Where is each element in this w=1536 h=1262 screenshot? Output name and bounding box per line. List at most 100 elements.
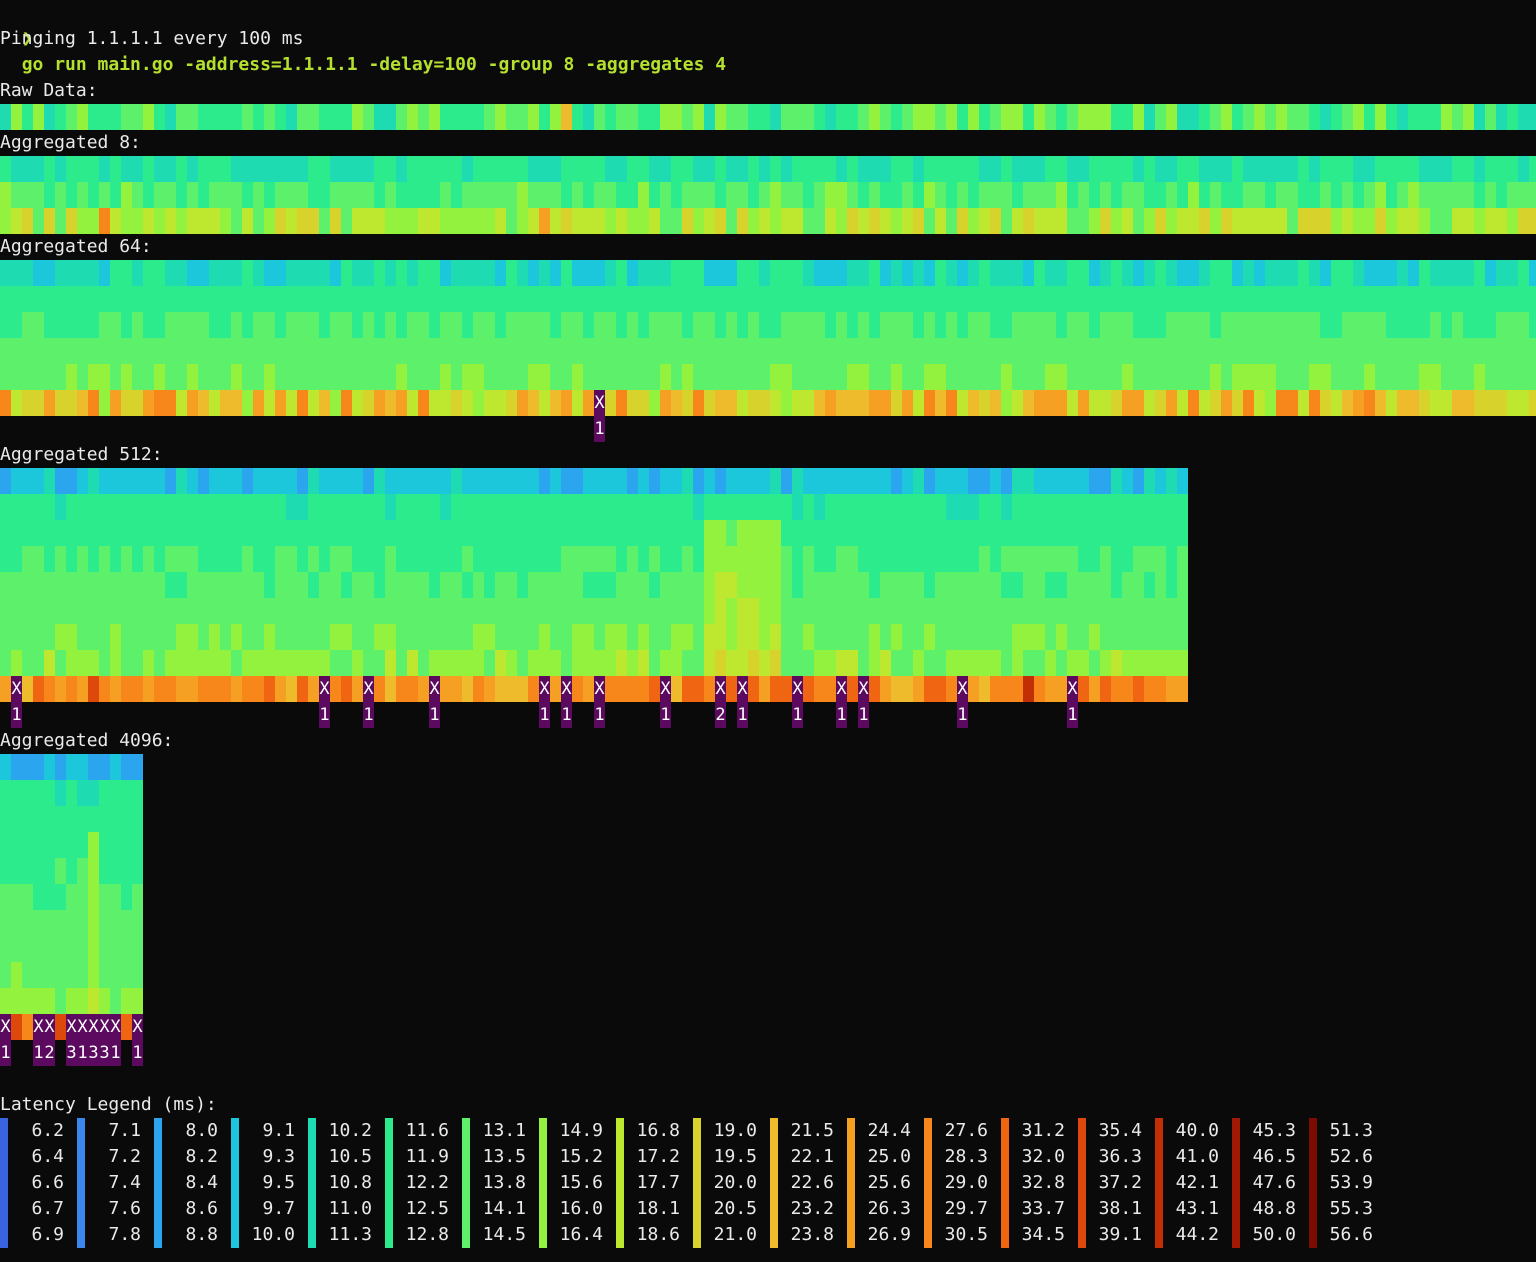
heatmap-cell <box>979 520 990 546</box>
heatmap-cell <box>1265 286 1276 312</box>
heatmap-cell <box>308 572 319 598</box>
heatmap-cell <box>462 624 473 650</box>
heatmap-cell <box>616 312 627 338</box>
heatmap-cell <box>1221 312 1232 338</box>
heatmap-cell <box>924 208 935 234</box>
heatmap-cell <box>1496 208 1507 234</box>
heatmap-cell <box>1287 104 1298 130</box>
heatmap-cell <box>33 624 44 650</box>
heatmap-cell <box>220 572 231 598</box>
section-label: Aggregated 512: <box>0 444 163 465</box>
heatmap-cell <box>550 208 561 234</box>
heatmap-cell <box>33 780 44 806</box>
heatmap-cell <box>11 338 22 364</box>
heatmap-cell <box>770 676 781 702</box>
heatmap-cell <box>187 364 198 390</box>
heatmap-cell <box>1177 104 1188 130</box>
heatmap-cell <box>1001 676 1012 702</box>
heatmap-cell <box>253 260 264 286</box>
heatmap-row <box>0 546 1188 572</box>
heatmap-cell <box>638 364 649 390</box>
heatmap-cell <box>187 572 198 598</box>
heatmap-cell <box>880 156 891 182</box>
heatmap-cell <box>1474 208 1485 234</box>
heatmap-cell <box>275 520 286 546</box>
heatmap-cell <box>781 494 792 520</box>
heatmap-cell <box>66 884 77 910</box>
heatmap-cell <box>209 598 220 624</box>
heatmap-cell <box>792 104 803 130</box>
heatmap-cell <box>22 208 33 234</box>
heatmap-row <box>0 676 1188 702</box>
heatmap-cell <box>1463 156 1474 182</box>
heatmap-cell <box>1089 494 1100 520</box>
heatmap-cell <box>121 286 132 312</box>
heatmap-cell <box>484 338 495 364</box>
legend-value: 47.6 <box>1252 1172 1296 1193</box>
heatmap-cell <box>913 104 924 130</box>
heatmap-cell <box>363 182 374 208</box>
heatmap-cell <box>143 468 154 494</box>
heatmap-cell <box>352 338 363 364</box>
heatmap-cell <box>242 208 253 234</box>
heatmap-cell <box>715 338 726 364</box>
heatmap-cell <box>165 156 176 182</box>
heatmap-cell <box>1144 364 1155 390</box>
heatmap-cell <box>297 312 308 338</box>
heatmap-cell <box>616 104 627 130</box>
heatmap-cell <box>242 494 253 520</box>
heatmap-cell <box>187 390 198 416</box>
heatmap-cell <box>1100 260 1111 286</box>
heatmap-cell <box>693 572 704 598</box>
heatmap-cell <box>847 546 858 572</box>
heatmap-cell <box>242 468 253 494</box>
heatmap-cell <box>110 988 121 1014</box>
heatmap-cell <box>1364 104 1375 130</box>
heatmap-cell <box>319 104 330 130</box>
heatmap-cell <box>231 286 242 312</box>
heatmap-cell <box>121 780 132 806</box>
heatmap-cell <box>825 286 836 312</box>
heatmap-cell <box>66 910 77 936</box>
packet-loss-marker: X <box>33 1014 44 1040</box>
heatmap-cell <box>77 754 88 780</box>
heatmap-cell <box>374 494 385 520</box>
heatmap-cell <box>1232 104 1243 130</box>
heatmap-cell <box>693 208 704 234</box>
heatmap-cell <box>66 260 77 286</box>
heatmap-cell <box>638 546 649 572</box>
heatmap-cell <box>990 104 1001 130</box>
heatmap-cell <box>209 520 220 546</box>
heatmap-cell <box>132 988 143 1014</box>
heatmap-cell <box>1089 312 1100 338</box>
heatmap-cell <box>1067 260 1078 286</box>
heatmap-cell <box>748 182 759 208</box>
heatmap-cell <box>220 520 231 546</box>
heatmap-cell <box>374 650 385 676</box>
heatmap-cell <box>1045 182 1056 208</box>
heatmap-cell <box>605 338 616 364</box>
heatmap-cell <box>935 624 946 650</box>
heatmap-cell <box>374 104 385 130</box>
heatmap-cell <box>363 650 374 676</box>
heatmap-cell <box>594 208 605 234</box>
heatmap-cell <box>726 494 737 520</box>
heatmap-cell <box>913 260 924 286</box>
heatmap-cell <box>1001 208 1012 234</box>
heatmap-cell <box>737 260 748 286</box>
heatmap-cell <box>440 104 451 130</box>
heatmap-cell <box>638 156 649 182</box>
heatmap-cell <box>1254 104 1265 130</box>
heatmap-cell <box>242 546 253 572</box>
heatmap-cell <box>1155 468 1166 494</box>
heatmap-cell <box>627 494 638 520</box>
heatmap-cell <box>22 962 33 988</box>
packet-loss-count: 1 <box>561 702 572 728</box>
heatmap-cell <box>1397 182 1408 208</box>
heatmap-cell <box>1034 546 1045 572</box>
heatmap-cell <box>198 546 209 572</box>
heatmap-cell <box>341 546 352 572</box>
heatmap-cell <box>264 520 275 546</box>
heatmap-cell <box>638 598 649 624</box>
heatmap-row <box>0 338 1536 364</box>
